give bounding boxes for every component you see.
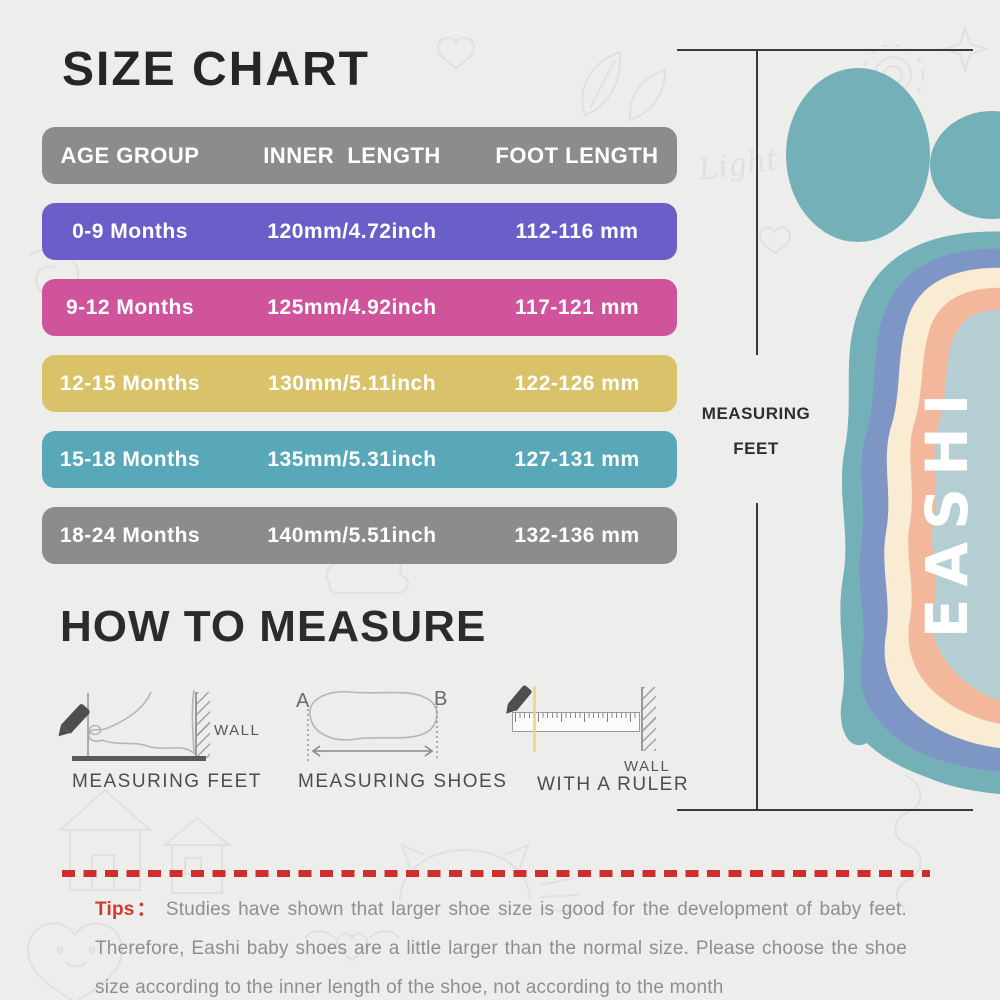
measure-line-vertical-upper: [756, 49, 758, 355]
measure-line-top: [677, 49, 973, 51]
wall-hatching: [643, 687, 656, 751]
doodle-squiggle: [894, 774, 922, 909]
table-row: 15-18 Months 135mm/5.31inch 127-131 mm: [42, 431, 677, 488]
footprint-big-toe: [786, 68, 930, 242]
age-group-cell: 12-15 Months: [59, 371, 201, 395]
measuring-feet-side-label: MEASURING FEET: [686, 396, 826, 466]
table-row: 18-24 Months 140mm/5.51inch 132-136 mm: [42, 507, 677, 564]
wall-label: WALL: [214, 722, 261, 739]
measuring-feet-side-label-line2: FEET: [733, 439, 779, 458]
doodle-leaf: [581, 50, 622, 117]
table-row: 9-12 Months 125mm/4.92inch 117-121 mm: [42, 279, 677, 336]
wall-label: WALL: [624, 758, 671, 775]
measure-line-vertical-lower: [756, 503, 758, 811]
measuring-shoes-caption: MEASURING SHOES: [298, 771, 508, 792]
dashed-divider: [62, 870, 930, 877]
page-title: SIZE CHART: [62, 43, 370, 96]
doodle-heart-wings: [304, 930, 400, 962]
table-row: 0-9 Months 120mm/4.72inch 112-116 mm: [42, 203, 677, 260]
inner-length-cell: 130mm/5.11inch: [267, 371, 437, 395]
inner-length-cell: 135mm/5.31inch: [267, 447, 437, 471]
point-b-label: B: [434, 688, 448, 710]
inner-length-cell: 125mm/4.92inch: [267, 295, 437, 319]
doodle-heart: [758, 226, 792, 255]
doodle-heart-small: [436, 36, 476, 70]
doodle-leaf: [628, 68, 667, 122]
footprint-center: [932, 309, 1000, 701]
inner-length-cell: 120mm/4.72inch: [267, 219, 437, 243]
wall-line: [641, 687, 643, 751]
floor-line: [72, 756, 206, 761]
age-group-cell: 18-24 Months: [59, 523, 201, 547]
tips-line-2: Therefore, Eashi baby shoes are a little…: [95, 938, 907, 959]
point-a-label: A: [296, 690, 310, 712]
doodle-star: [940, 24, 990, 74]
foot-length-cell: 117-121 mm: [514, 295, 640, 319]
col-header-foot-length: FOOT LENGTH: [495, 142, 659, 168]
table-row: 12-15 Months 130mm/5.11inch 122-126 mm: [42, 355, 677, 412]
age-group-cell: 9-12 Months: [65, 295, 194, 319]
col-header-age-group: AGE GROUP: [60, 142, 200, 168]
tips-text: Studies have shown that larger shoe size…: [165, 899, 907, 920]
tips-label: Tips：: [95, 899, 158, 920]
with-a-ruler-caption: WITH A RULER: [537, 774, 690, 795]
foot-outline-drawing: [87, 689, 196, 757]
measuring-feet-side-label-line1: MEASURING: [701, 404, 811, 423]
doodle-heart-face: [26, 922, 124, 1000]
age-group-cell: 0-9 Months: [72, 219, 188, 243]
measuring-feet-caption: MEASURING FEET: [72, 771, 262, 792]
foot-length-cell: 112-116 mm: [515, 219, 639, 243]
foot-length-cell: 132-136 mm: [514, 523, 640, 547]
brand-logo: EASHI: [913, 381, 981, 639]
wall-line: [195, 692, 197, 758]
tips-line-1: Tips： Studies have shown that larger shoe…: [95, 890, 907, 929]
footprint-graphic: [786, 68, 1000, 795]
inner-length-cell: 140mm/5.51inch: [267, 523, 437, 547]
col-header-inner-length: INNER LENGTH: [263, 142, 441, 168]
shoe-sole-drawing: [307, 690, 438, 761]
age-group-cell: 15-18 Months: [59, 447, 201, 471]
table-header-row: AGE GROUP INNER LENGTH FOOT LENGTH: [42, 127, 677, 184]
tips-paragraph: Tips： Studies have shown that larger shoe…: [95, 890, 907, 1000]
measure-mark-line: [533, 686, 536, 752]
footprint-second-toe: [930, 111, 1000, 219]
tips-line-3: size according to the inner length of th…: [95, 977, 724, 998]
foot-length-cell: 122-126 mm: [514, 371, 640, 395]
measure-line-bottom: [677, 809, 973, 811]
foot-length-cell: 127-131 mm: [514, 447, 640, 471]
wall-hatching: [197, 692, 210, 758]
doodle-house: [162, 816, 232, 894]
how-to-measure-title: HOW TO MEASURE: [60, 602, 487, 651]
ruler-icon: [512, 712, 640, 732]
